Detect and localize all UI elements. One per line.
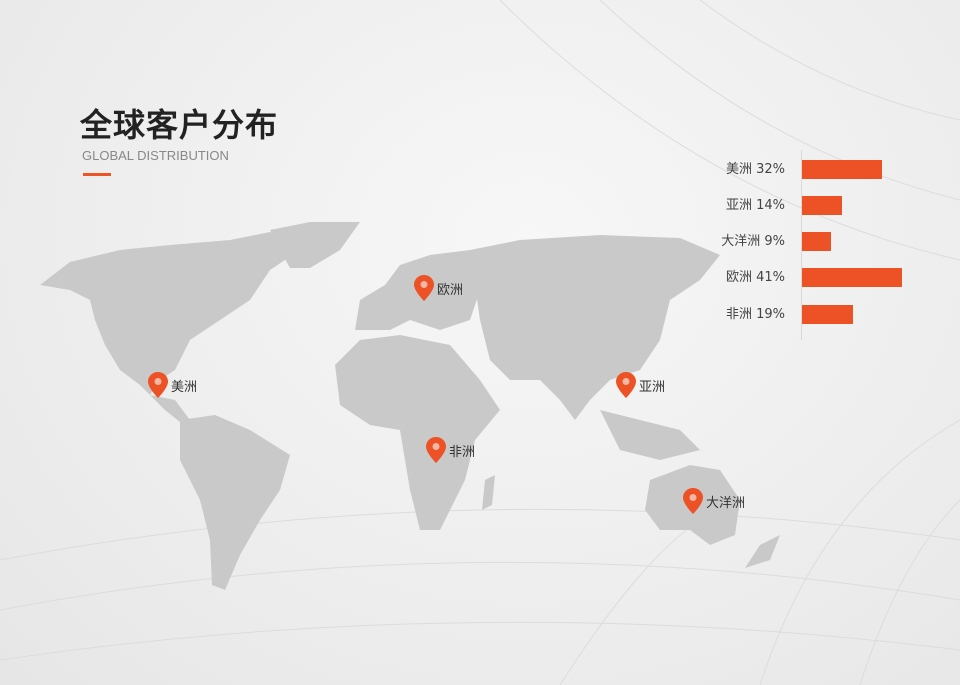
southeast-asia <box>600 410 700 460</box>
chart-axis <box>801 150 802 340</box>
africa <box>335 335 500 530</box>
bar-row: 亚洲 14% <box>700 196 940 215</box>
south-america <box>180 415 290 590</box>
map-pin-africa[interactable]: 非洲 <box>426 437 475 463</box>
bar-row: 美洲 32% <box>700 160 940 179</box>
north-america <box>40 232 300 395</box>
page-subtitle: GLOBAL DISTRIBUTION <box>82 148 229 163</box>
bar-row: 非洲 19% <box>700 305 940 324</box>
bar <box>802 160 883 179</box>
title-accent-line <box>83 173 111 176</box>
distribution-bar-chart: 美洲 32% 亚洲 14% 大洋洲 9% 欧洲 41% 非洲 19% <box>700 150 940 340</box>
map-pin-icon <box>148 372 168 398</box>
pin-label: 欧洲 <box>437 282 464 298</box>
pin-label: 美洲 <box>171 379 198 395</box>
pin-label: 亚洲 <box>639 379 666 395</box>
bar <box>802 196 843 215</box>
map-pin-americas[interactable]: 美洲 <box>148 372 197 398</box>
madagascar <box>482 475 495 510</box>
pin-label: 大洋洲 <box>706 495 746 511</box>
bar-row: 欧洲 41% <box>700 268 940 287</box>
map-pin-europe[interactable]: 欧洲 <box>414 275 463 301</box>
page-title: 全球客户分布 <box>80 106 279 144</box>
bar-label: 美洲 32% <box>725 162 785 177</box>
bar <box>802 305 854 324</box>
greenland <box>270 222 360 268</box>
bar-label: 非洲 19% <box>725 307 785 322</box>
bar-label: 欧洲 41% <box>725 270 785 285</box>
central-america <box>150 395 190 422</box>
bar <box>802 268 903 287</box>
pin-label: 非洲 <box>449 444 476 460</box>
asia <box>470 235 720 420</box>
bar <box>802 232 831 251</box>
map-pin-icon <box>616 372 636 398</box>
bar-row: 大洋洲 9% <box>700 232 940 251</box>
map-pin-oceania[interactable]: 大洋洲 <box>683 488 745 514</box>
map-pin-icon <box>683 488 703 514</box>
bar-label: 大洋洲 9% <box>721 234 785 249</box>
map-pin-icon <box>426 437 446 463</box>
new-zealand <box>745 535 780 568</box>
map-pin-icon <box>414 275 434 301</box>
map-pin-asia[interactable]: 亚洲 <box>616 372 665 398</box>
bar-label: 亚洲 14% <box>725 198 785 213</box>
